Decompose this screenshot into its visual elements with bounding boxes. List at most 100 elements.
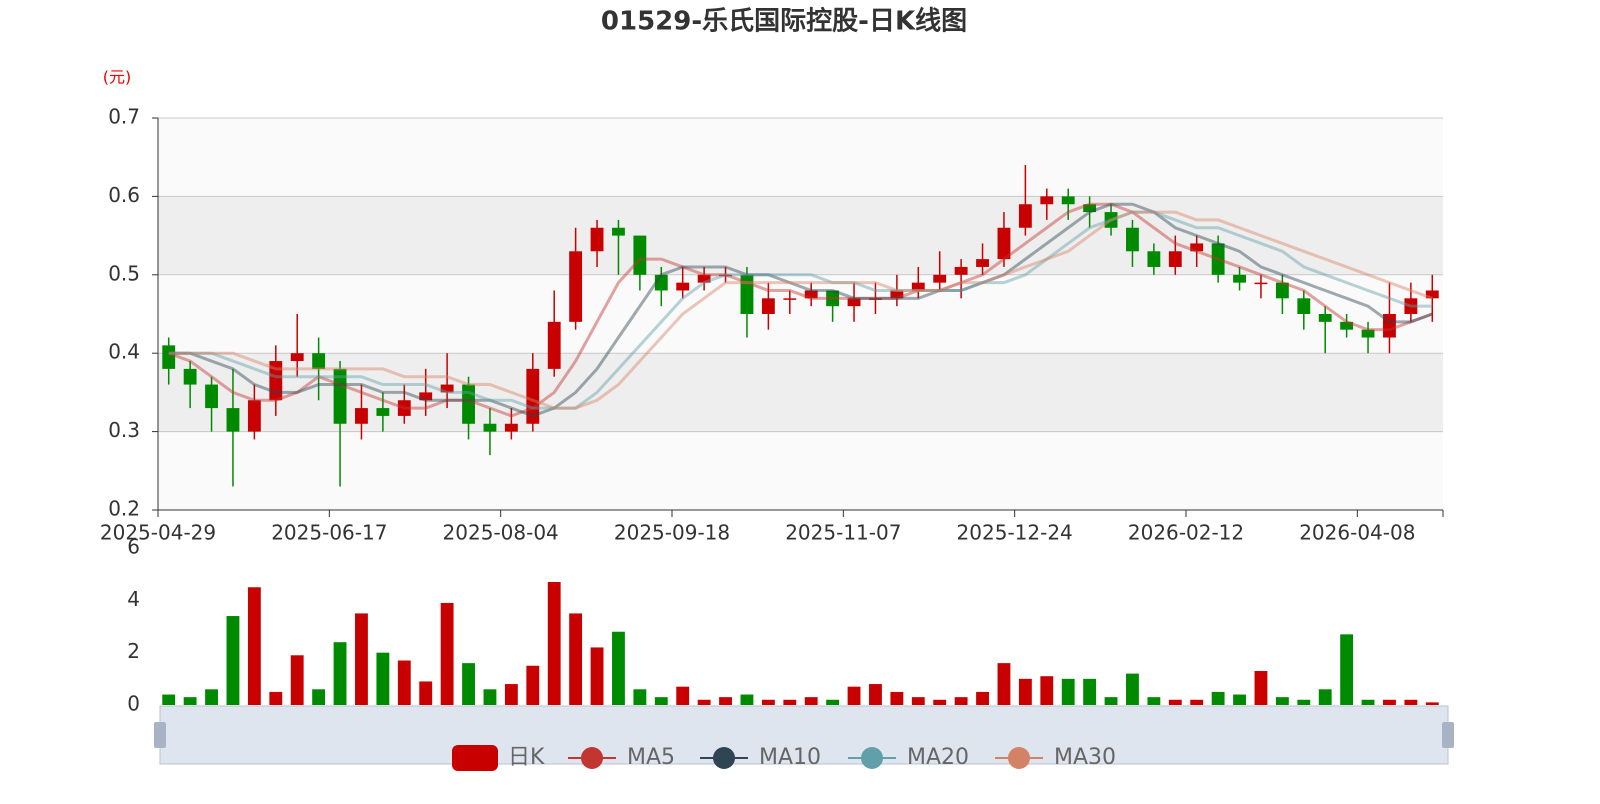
volume-bar: [1318, 689, 1332, 705]
volume-bar: [719, 697, 732, 705]
candle-body: [376, 408, 390, 416]
y-tick-label: 0.6: [108, 183, 140, 207]
slider-handle[interactable]: [154, 722, 166, 748]
candle-body: [1104, 212, 1118, 228]
volume-tick-label: 4: [127, 587, 140, 611]
candle-body: [719, 274, 732, 277]
legend-label: MA20: [907, 745, 969, 770]
candle-body: [783, 298, 797, 300]
volume-bar: [183, 697, 197, 705]
legend-label: MA5: [627, 745, 675, 770]
candle-body: [290, 353, 304, 362]
split-area: [158, 196, 1443, 275]
slider-track[interactable]: [159, 705, 1449, 765]
candle-body: [1211, 243, 1225, 275]
candle-body: [526, 368, 540, 424]
volume-bar: [1404, 699, 1418, 705]
data-zoom-slider[interactable]: [154, 705, 1454, 765]
candle-body: [676, 282, 690, 291]
candle-body: [483, 423, 497, 432]
volume-bar: [312, 689, 326, 705]
candle-body: [1061, 196, 1075, 205]
legend-item[interactable]: MA20: [848, 745, 969, 770]
legend-dot: [1008, 747, 1030, 769]
candle-body: [933, 274, 947, 283]
volume-bar: [1147, 697, 1161, 705]
legend-item[interactable]: MA5: [568, 745, 675, 770]
volume-bar: [590, 647, 604, 705]
legend-swatch: [452, 745, 498, 771]
volume-bar: [761, 699, 775, 705]
legend-item[interactable]: 日K: [452, 745, 545, 771]
candle-body: [397, 400, 411, 416]
candle-body: [654, 274, 668, 291]
candle-body: [954, 266, 968, 275]
candle-body: [269, 361, 283, 401]
volume-bar: [547, 582, 561, 705]
candle-body: [355, 408, 368, 424]
volume-bar: [1275, 697, 1289, 705]
volume-bar: [483, 689, 497, 705]
y-tick-label: 0.3: [108, 418, 140, 442]
candle-body: [612, 227, 625, 236]
chart-title: 01529-乐氏国际控股-日K线图: [601, 7, 967, 37]
x-tick-label: 2026-04-08: [1299, 521, 1415, 545]
volume-tick-label: 2: [127, 639, 140, 663]
volume-bar: [419, 681, 433, 705]
volume-bar: [1425, 702, 1439, 705]
candle-body: [826, 290, 840, 307]
ma-line: [168, 210, 1433, 410]
slider-handle[interactable]: [1442, 722, 1454, 748]
volume-bar: [397, 660, 411, 705]
candle-body: [1147, 251, 1161, 267]
volume-bar: [1104, 697, 1118, 705]
candle-body: [1361, 329, 1375, 338]
volume-bar: [1126, 673, 1139, 705]
volume-bar: [1361, 699, 1375, 705]
candle-body: [226, 408, 240, 432]
candle-body: [1425, 290, 1439, 299]
y-tick-label: 0.2: [108, 497, 140, 521]
candle-body: [1040, 196, 1054, 205]
split-area: [158, 118, 1443, 197]
candle-body: [869, 298, 882, 300]
candle-body: [1190, 243, 1204, 252]
volume-bar: [1083, 678, 1097, 705]
volume-bar: [526, 665, 540, 705]
volume-bar: [697, 699, 711, 705]
volume-bar: [954, 697, 968, 705]
volume-bar: [869, 684, 882, 705]
candle-body: [761, 298, 775, 314]
volume-bar: [1383, 699, 1396, 705]
x-tick-label: 2026-02-12: [1128, 521, 1244, 545]
ma-line: [168, 202, 1433, 418]
ma-line: [168, 202, 1433, 418]
candle-body: [162, 345, 176, 369]
candle-body: [569, 251, 583, 322]
volume-bar: [997, 663, 1011, 705]
candle-body: [633, 235, 647, 275]
volume-bar: [976, 691, 989, 705]
volume-bar: [654, 697, 668, 705]
volume-tick-label: 0: [127, 692, 140, 716]
volume-bar: [1040, 676, 1054, 705]
candle-body: [976, 259, 989, 267]
candle-body: [1340, 321, 1354, 330]
volume-bar: [333, 642, 347, 705]
volume-bar: [826, 699, 840, 705]
volume-bar: [569, 613, 583, 705]
volume-bar: [1340, 634, 1354, 705]
legend-item[interactable]: MA30: [995, 745, 1116, 770]
volume-bar: [1211, 691, 1225, 705]
legend-item[interactable]: MA10: [700, 745, 821, 770]
volume-bar: [1190, 699, 1204, 705]
candle-body: [590, 227, 604, 252]
candle-body: [697, 274, 711, 283]
candle-body: [440, 384, 454, 393]
volume-bar: [847, 686, 861, 705]
volume-bar: [376, 652, 390, 705]
x-tick-label: 2025-11-07: [785, 521, 901, 545]
x-tick-label: 2025-06-17: [271, 521, 387, 545]
